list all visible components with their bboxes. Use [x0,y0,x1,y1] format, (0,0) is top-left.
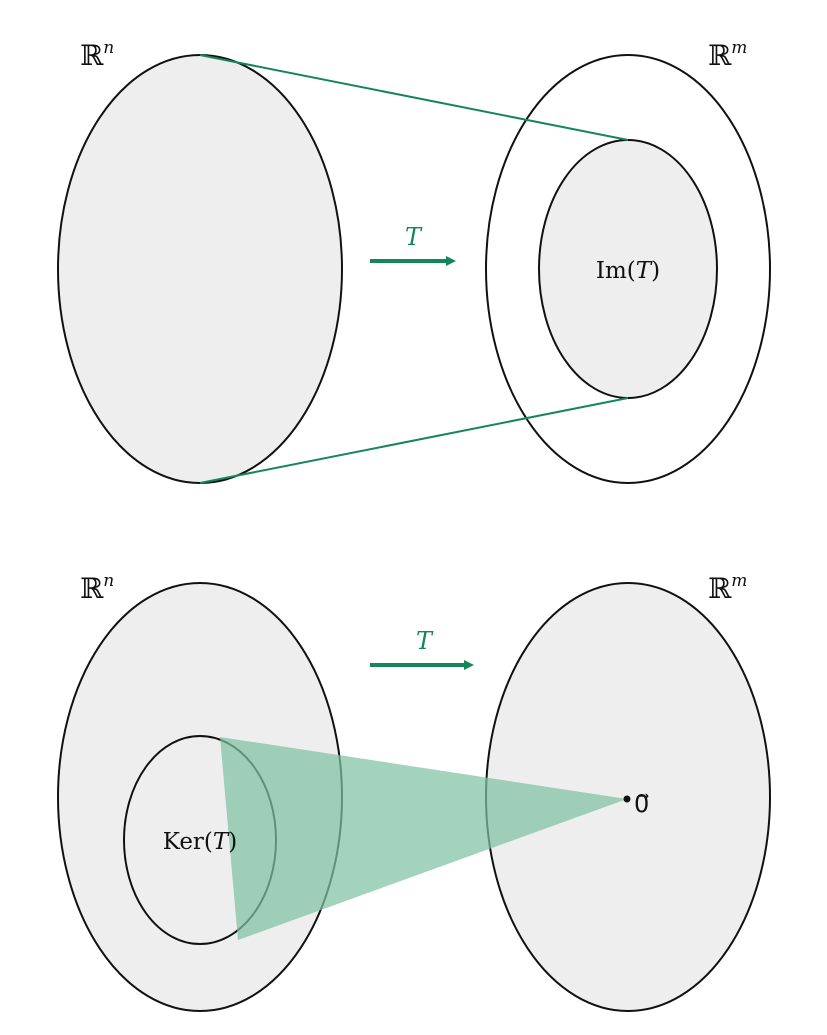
codomain-label-bottom: ℝm [708,571,747,605]
projection-line-lower [199,397,629,484]
kernel-label: Ker(T) [163,829,237,855]
image-panel: T ℝn ℝm Im(T) [57,38,771,484]
zero-vector-point [623,795,631,803]
domain-ellipse-top [57,54,343,484]
map-label-bottom: T [416,627,434,655]
map-label-top: T [405,223,423,251]
projection-line-upper [199,54,629,141]
kernel-panel: 0⃗ T ℝn ℝm Ker(T) [57,571,771,1012]
codomain-label-top: ℝm [708,38,747,72]
domain-label-bottom: ℝn [80,571,114,605]
image-label: Im(T) [596,258,660,284]
zero-vector-label: 0⃗ [634,790,649,818]
kernel-to-zero-cone [220,737,627,940]
domain-label-top: ℝn [80,38,114,72]
